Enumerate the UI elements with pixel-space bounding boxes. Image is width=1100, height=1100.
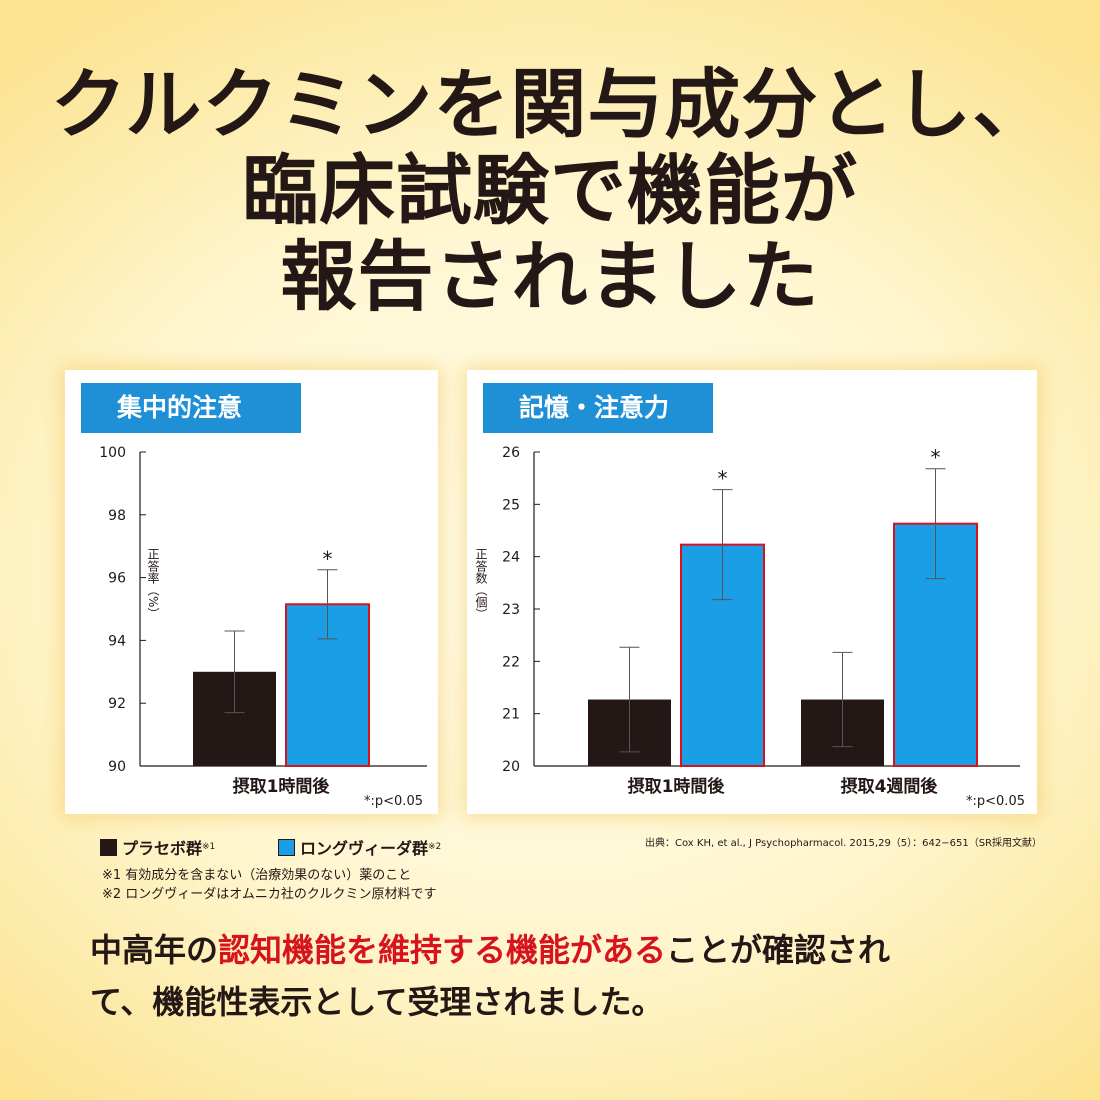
y-tick-label: 25 (502, 497, 520, 513)
source-citation: 出典：Cox KH, et al., J Psychopharmacol. 20… (645, 838, 1043, 849)
chart-panel-memory: 記憶・注意力 正答数（個） 20 21 22 23 24 25 26 * 摂取1時間後 * 摂取4週… (467, 370, 1037, 814)
legend-label-placebo: プラセボ群 (122, 839, 203, 858)
y-tick-label: 92 (108, 696, 126, 712)
y-tick-label: 94 (108, 633, 126, 649)
y-tick-label: 100 (99, 445, 126, 461)
x-category-label: 摂取1時間後 (628, 776, 726, 797)
footnote-1: ※1 有効成分を含まない（治療効果のない）薬のこと (102, 868, 412, 883)
chart-title: 集中的注意 (81, 383, 301, 433)
headline-line-1: クルクミンを関与成分とし、 (50, 60, 1050, 149)
conclusion-line-1: 中高年の認知機能を維持する機能があることが確認され (90, 924, 1050, 976)
y-tick-label: 21 (502, 707, 520, 723)
y-axis-label: 正答率（%） (146, 548, 160, 620)
headline-line-3: 報告されました (280, 232, 820, 321)
footnote-2: ※2 ロングヴィーダはオムニカ社のクルクミン原材料です (102, 887, 437, 902)
legend-item-placebo: プラセボ群 ※1 (100, 835, 215, 859)
footnotes: ※1 有効成分を含まない（治療効果のない）薬のこと ※2 ロングヴィーダはオムニ… (102, 866, 437, 904)
chart-panel-attention: 集中的注意 正答率（%） 90 92 94 96 98 100 * 摂取1時間後 *:p<0.… (65, 370, 438, 814)
y-tick-label: 26 (502, 445, 520, 461)
y-tick-label: 90 (108, 759, 126, 775)
y-tick-label: 22 (502, 654, 520, 670)
significance-mark: * (323, 547, 333, 571)
y-tick-label: 98 (108, 508, 126, 524)
chart-attention: 90 92 94 96 98 100 * 摂取1時間後 (99, 445, 427, 797)
conclusion-highlight: 認知機能を維持する機能がある (218, 931, 667, 969)
legend-item-treatment: ロングヴィーダ群 ※2 (278, 835, 441, 859)
conclusion-part-3: ことが確認され (666, 931, 891, 969)
significance-mark: * (718, 467, 728, 491)
conclusion-line-2: て、機能性表示として受理されました。 (90, 983, 664, 1021)
y-axis-label: 正答数（個） (474, 548, 488, 620)
headline: クルクミンを関与成分とし、 臨床試験で機能が 報告されました (0, 62, 1100, 320)
legend-label-treatment: ロングヴィーダ群 (300, 839, 429, 858)
significance-note: *:p<0.05 (966, 794, 1025, 809)
x-category-label: 摂取4週間後 (841, 776, 939, 797)
chart-memory: 20 21 22 23 24 25 26 * 摂取1時間後 * 摂取4週間後 (502, 445, 1020, 797)
legend-swatch-placebo (100, 838, 117, 856)
conclusion: 中高年の認知機能を維持する機能があることが確認され て、機能性表示として受理され… (90, 924, 1050, 1028)
headline-line-2: 臨床試験で機能が (242, 146, 858, 235)
y-tick-label: 20 (502, 759, 520, 775)
bar-treatment (285, 603, 370, 767)
legend-sup-treatment: ※2 (428, 842, 442, 852)
legend-sup-placebo: ※1 (202, 842, 216, 852)
conclusion-part-1: 中高年の (90, 931, 219, 969)
significance-note: *:p<0.05 (364, 794, 423, 809)
legend-swatch-treatment (278, 838, 295, 856)
y-tick-label: 96 (108, 571, 126, 587)
y-tick-label: 23 (502, 602, 520, 618)
y-tick-label: 24 (502, 550, 520, 566)
significance-mark: * (931, 446, 941, 470)
chart-title: 記憶・注意力 (483, 383, 713, 433)
x-category-label: 摂取1時間後 (233, 776, 331, 797)
legend: プラセボ群 ※1 ロングヴィーダ群 ※2 (100, 835, 1000, 859)
